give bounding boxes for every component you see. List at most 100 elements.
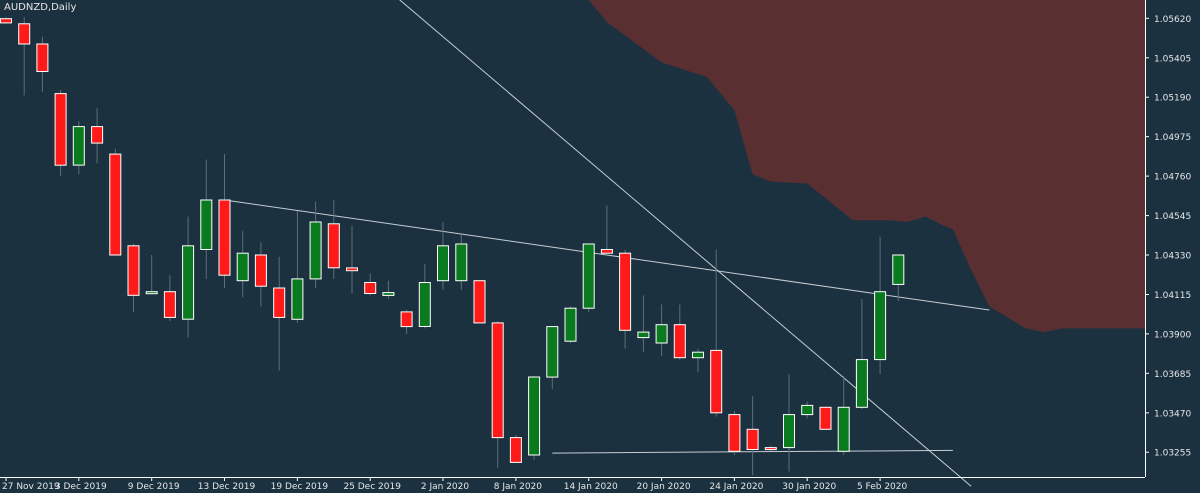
x-tick-label: 19 Dec 2019 <box>271 482 329 492</box>
trendline <box>399 0 972 487</box>
bear-candle-body <box>254 254 267 287</box>
bear-candle-body <box>91 126 104 144</box>
candle <box>764 445 777 452</box>
candle <box>874 236 887 375</box>
bull-candle-body <box>692 351 704 359</box>
bull-candle-body <box>455 243 468 282</box>
bear-candle-body <box>163 291 176 318</box>
candle <box>291 211 304 323</box>
bull-candle-body <box>418 282 431 327</box>
bear-candle-body <box>728 414 741 452</box>
x-tick-label: 5 Feb 2020 <box>857 482 908 492</box>
bear-candle-body <box>473 280 486 324</box>
candle <box>710 249 723 417</box>
bull-candle-body <box>72 126 85 166</box>
candle <box>309 201 322 288</box>
candle <box>254 242 267 307</box>
x-tick-label: 14 Jan 2020 <box>564 482 618 492</box>
candle <box>892 254 905 301</box>
bear-candle-body <box>764 447 777 451</box>
candle <box>437 222 449 290</box>
x-tick-label: 24 Jan 2020 <box>709 482 763 492</box>
x-tick-label: 13 Dec 2019 <box>198 482 256 492</box>
bear-candle-body <box>710 349 723 414</box>
x-tick-label: 2 Jan 2020 <box>421 482 469 492</box>
candle <box>218 154 231 288</box>
candle <box>528 376 541 460</box>
bear-candle-body <box>327 223 340 269</box>
bull-candle-body <box>874 291 887 361</box>
candle <box>673 304 686 360</box>
bear-candle-body <box>509 437 522 463</box>
x-tick-label: 9 Dec 2019 <box>128 482 180 492</box>
y-tick-label: 1.05620 <box>1154 15 1191 25</box>
bull-candle-body <box>546 326 559 378</box>
bear-candle-body <box>346 267 358 272</box>
x-tick-label: 30 Jan 2020 <box>782 482 836 492</box>
candle <box>400 310 413 334</box>
y-tick-label: 1.04115 <box>1154 291 1191 301</box>
bear-candle-body <box>273 287 286 318</box>
candle <box>236 231 249 298</box>
x-tick-label: 8 Jan 2020 <box>494 482 542 492</box>
bull-candle-body <box>582 243 595 309</box>
y-tick-label: 1.03470 <box>1154 409 1191 419</box>
candle <box>509 434 522 463</box>
candle <box>327 200 340 279</box>
bear-candle-body <box>364 282 377 294</box>
bull-candle-body <box>837 406 850 452</box>
candle <box>655 304 668 356</box>
candle <box>801 401 814 419</box>
candle <box>582 243 595 312</box>
bear-candle-body <box>600 249 613 254</box>
candle <box>837 376 850 455</box>
bear-candle-body <box>400 311 413 328</box>
bear-candle-body <box>36 43 49 72</box>
candle <box>473 280 486 324</box>
bull-candle-body <box>200 199 213 250</box>
bear-candle-body <box>0 18 12 24</box>
y-tick-label: 1.05405 <box>1154 54 1191 64</box>
x-tick-label: 27 Nov 2019 <box>2 482 60 492</box>
cloud-area <box>552 0 1145 333</box>
candle <box>637 295 650 353</box>
bear-candle-body <box>18 23 31 45</box>
candle <box>564 306 577 344</box>
candle <box>0 17 12 24</box>
candle <box>163 275 176 322</box>
candle <box>54 89 67 177</box>
y-tick-label: 1.05190 <box>1154 94 1191 104</box>
y-tick-label: 1.04545 <box>1154 212 1191 222</box>
candle <box>783 374 795 472</box>
bull-candle-body <box>145 291 158 295</box>
candle <box>418 264 431 329</box>
bull-candle-body <box>801 404 814 416</box>
y-tick-label: 1.03685 <box>1154 370 1191 380</box>
bull-candle-body <box>309 221 322 280</box>
candle <box>182 216 195 338</box>
trendline <box>224 199 990 311</box>
bull-candle-body <box>855 359 868 408</box>
bear-candle-body <box>54 93 67 166</box>
y-tick-label: 1.03900 <box>1154 330 1191 340</box>
bear-candle-body <box>109 153 122 256</box>
y-tick-label: 1.04330 <box>1154 252 1191 262</box>
candle <box>455 234 468 290</box>
candle <box>600 205 613 254</box>
x-tick-label: 3 Dec 2019 <box>55 482 107 492</box>
y-tick-label: 1.04975 <box>1154 133 1191 143</box>
x-tick-label: 25 Dec 2019 <box>343 482 401 492</box>
bull-candle-body <box>437 245 449 282</box>
bear-candle-body <box>673 324 686 359</box>
bull-candle-body <box>528 376 541 456</box>
candle <box>491 321 504 468</box>
bear-candle-body <box>491 322 504 439</box>
bull-candle-body <box>182 245 195 320</box>
candle <box>109 148 122 256</box>
chart-title: AUDNZD,Daily <box>4 2 77 13</box>
candle <box>619 249 632 349</box>
candles <box>0 16 905 476</box>
bull-candle-body <box>236 252 249 282</box>
candle <box>746 396 759 476</box>
candle <box>546 326 559 389</box>
